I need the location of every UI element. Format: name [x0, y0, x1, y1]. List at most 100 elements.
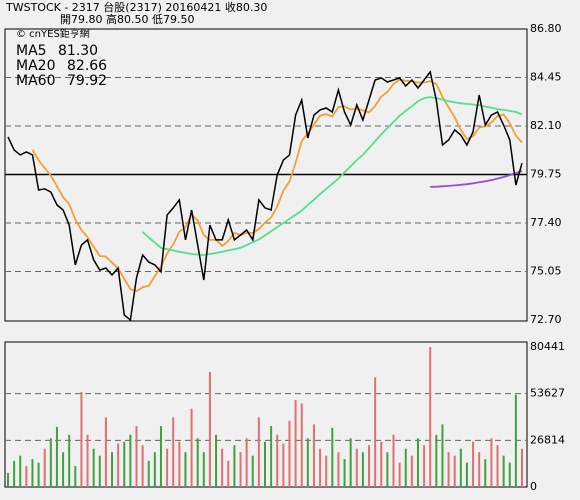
- volume-bar: [74, 466, 77, 487]
- legend-name: MA60: [16, 73, 55, 89]
- volume-bar: [49, 438, 52, 487]
- volume-bar: [135, 426, 138, 487]
- volume-bar: [159, 426, 162, 487]
- volume-bar: [221, 448, 224, 487]
- volume-bar: [264, 441, 266, 487]
- volume-bar: [374, 377, 377, 487]
- volume-bar: [270, 426, 273, 487]
- volume-bar: [472, 441, 475, 487]
- volume-bar: [459, 448, 462, 487]
- legend-name: MA5: [16, 43, 47, 59]
- volume-bar: [25, 466, 28, 487]
- volume-bar: [227, 460, 230, 487]
- volume-bar: [368, 445, 371, 487]
- volume-bar: [276, 434, 279, 487]
- volume-bar: [392, 434, 395, 487]
- volume-bar: [37, 462, 40, 487]
- volume-bar: [147, 460, 150, 487]
- volume-bar: [153, 452, 156, 487]
- header-line: TWSTOCK - 2317 台股(2317) 20160421 收80.30: [5, 0, 267, 14]
- volume-bar: [343, 459, 346, 487]
- volume-bar: [386, 452, 389, 487]
- volume-bar: [521, 448, 523, 487]
- y-tick-label: 53627: [530, 387, 565, 400]
- volume-bar: [68, 434, 71, 487]
- volume-bar: [86, 434, 89, 487]
- volume-bar: [215, 434, 218, 487]
- volume-bar: [178, 441, 181, 487]
- series-line: [31, 78, 523, 293]
- volume-bar: [423, 445, 426, 487]
- volume-bar: [208, 372, 211, 487]
- volume-bar: [349, 438, 352, 487]
- y-tick-label: 26814: [530, 433, 565, 446]
- volume-bar: [245, 438, 248, 487]
- volume-bar: [325, 455, 328, 487]
- volume-bar: [92, 448, 95, 487]
- y-tick-label: 86.80: [530, 22, 562, 35]
- volume-bar: [172, 417, 175, 487]
- volume-bar: [55, 426, 58, 487]
- volume-bar: [233, 445, 236, 487]
- y-tick-label: 75.05: [530, 265, 562, 278]
- volume-bar: [123, 441, 126, 487]
- volume-bar: [196, 438, 199, 487]
- series-line: [7, 70, 523, 322]
- volume-bar: [361, 452, 364, 487]
- legend-value: 79.92: [67, 73, 107, 89]
- volume-bar: [312, 424, 315, 487]
- source: © cnYES鉅亨網: [16, 27, 90, 40]
- volume-bar: [429, 347, 432, 487]
- volume-bar: [294, 399, 297, 487]
- volume-bar: [453, 455, 456, 487]
- legend-name: MA20: [16, 58, 55, 74]
- volume-bar: [416, 438, 419, 487]
- volume-bar: [257, 417, 260, 487]
- volume-bar: [13, 460, 16, 487]
- volume-bar: [404, 448, 407, 487]
- volume-bar: [447, 452, 450, 487]
- volume-bar: [398, 462, 401, 487]
- volume-bar: [465, 462, 468, 487]
- legend-value: 82.66: [67, 58, 107, 74]
- volume-bar: [478, 452, 481, 487]
- volume-bar: [184, 452, 187, 487]
- volume-bar: [62, 452, 65, 487]
- volume-bar: [190, 408, 193, 487]
- volume-bar: [7, 473, 9, 487]
- y-tick-label: 79.75: [530, 168, 562, 181]
- y-tick-label: 77.40: [530, 216, 562, 229]
- volume-bar: [306, 438, 309, 487]
- volume-bar: [117, 443, 120, 487]
- volume-bar: [104, 417, 107, 487]
- y-tick-label: 80441: [530, 340, 565, 353]
- volume-bar: [514, 394, 517, 487]
- volume-bar: [166, 448, 169, 487]
- volume-bar: [484, 459, 487, 487]
- volume-bar: [337, 452, 340, 487]
- y-tick-label: 82.10: [530, 119, 562, 132]
- volume-bar: [355, 448, 358, 487]
- volume-bar: [380, 441, 383, 487]
- volume-bar: [141, 445, 144, 487]
- volume-bar: [98, 455, 101, 487]
- volume-bar: [31, 459, 34, 487]
- volume-bar: [80, 391, 83, 487]
- volume-bar: [496, 445, 499, 487]
- y-tick-label: 84.45: [530, 71, 562, 84]
- volume-bar: [502, 455, 505, 487]
- volume-bar: [251, 455, 254, 487]
- series-line: [141, 96, 523, 256]
- series-line: [430, 170, 523, 188]
- volume-bar: [331, 427, 334, 487]
- header-line: 開79.80 高80.50 低79.50: [60, 12, 194, 26]
- volume-bar: [111, 452, 114, 487]
- volume-bar: [508, 462, 511, 487]
- volume-bar: [129, 434, 132, 487]
- volume-bar: [288, 420, 291, 487]
- volume-bar: [19, 455, 22, 487]
- volume-bar: [410, 455, 413, 487]
- volume-bar: [300, 403, 303, 487]
- volume-bar: [441, 424, 444, 487]
